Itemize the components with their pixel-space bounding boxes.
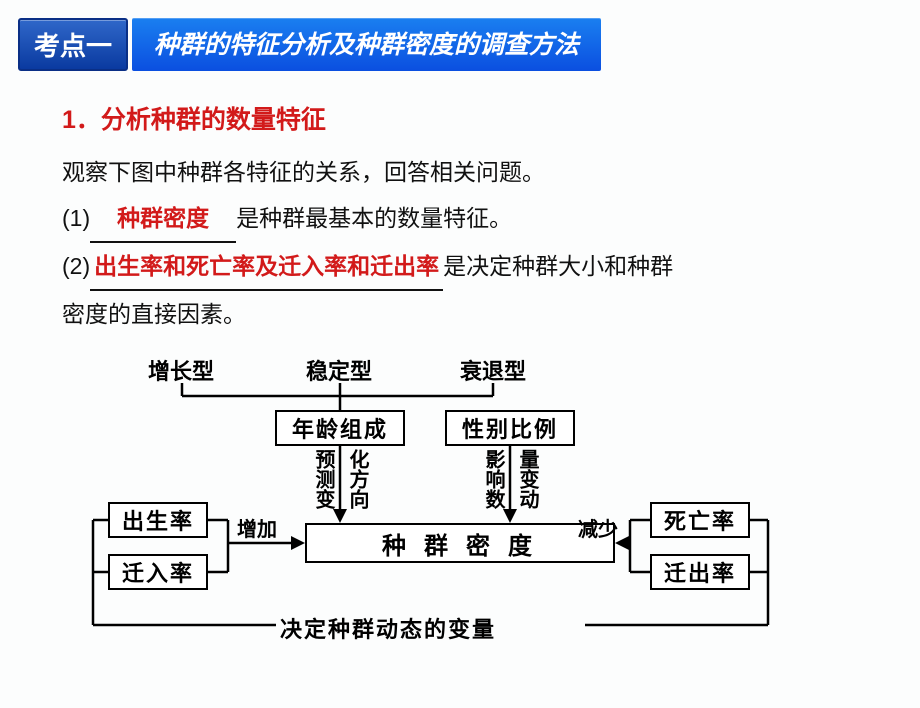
q1-prefix: (1) <box>62 205 90 231</box>
type-decline: 衰退型 <box>460 354 526 386</box>
lbl-predict: 预测变 <box>312 449 333 509</box>
lbl-increase: 增加 <box>237 513 277 542</box>
intro-text: 观察下图中种群各特征的关系，回答相关问题。 <box>62 149 858 195</box>
type-growth: 增长型 <box>148 354 214 386</box>
content: 1．分析种群的数量特征 观察下图中种群各特征的关系，回答相关问题。 (1) 种群… <box>0 71 920 337</box>
q1-suffix: 是种群最基本的数量特征。 <box>236 205 512 231</box>
box-death-rate: 死亡率 <box>650 502 750 538</box>
question-1: (1) 种群密度 是种群最基本的数量特征。 <box>62 195 858 243</box>
box-emigration: 迁出率 <box>650 554 750 590</box>
box-density: 种 群 密 度 <box>305 523 615 563</box>
population-diagram: 增长型 稳定型 衰退型 年龄组成 性别比例 预测变 化方向 影响数 量变动 种 … <box>90 350 830 660</box>
lbl-bottom: 决定种群动态的变量 <box>280 612 496 644</box>
q2-suffix: 是决定种群大小和种群 <box>443 253 673 279</box>
question-2: (2)出生率和死亡率及迁入率和迁出率是决定种群大小和种群 <box>62 243 858 291</box>
q2-blank: 出生率和死亡率及迁入率和迁出率 <box>90 243 443 291</box>
section-heading: 分析种群的数量特征 <box>101 106 326 134</box>
lbl-fluct: 量变动 <box>516 449 537 509</box>
lbl-impact: 影响数 <box>482 449 503 509</box>
q2-prefix: (2) <box>62 253 90 279</box>
q1-answer: 种群密度 <box>117 205 209 231</box>
topic-title: 种群的特征分析及种群密度的调查方法 <box>132 18 601 71</box>
header: 考点一 种群的特征分析及种群密度的调查方法 <box>18 18 920 71</box>
box-immigration: 迁入率 <box>108 554 208 590</box>
lbl-direction: 化方向 <box>346 449 367 509</box>
question-2-cont: 密度的直接因素。 <box>62 291 858 337</box>
box-birth-rate: 出生率 <box>108 502 208 538</box>
q2-answer: 出生率和死亡率及迁入率和迁出率 <box>94 253 439 279</box>
box-sex-ratio: 性别比例 <box>445 410 575 446</box>
section-number: 1． <box>62 106 101 134</box>
exam-point-badge: 考点一 <box>18 18 128 71</box>
type-stable: 稳定型 <box>306 354 372 386</box>
section-title: 1．分析种群的数量特征 <box>62 95 858 145</box>
lbl-decrease: 减少 <box>578 513 618 542</box>
q1-blank: 种群密度 <box>90 195 236 243</box>
box-age-structure: 年龄组成 <box>275 410 405 446</box>
